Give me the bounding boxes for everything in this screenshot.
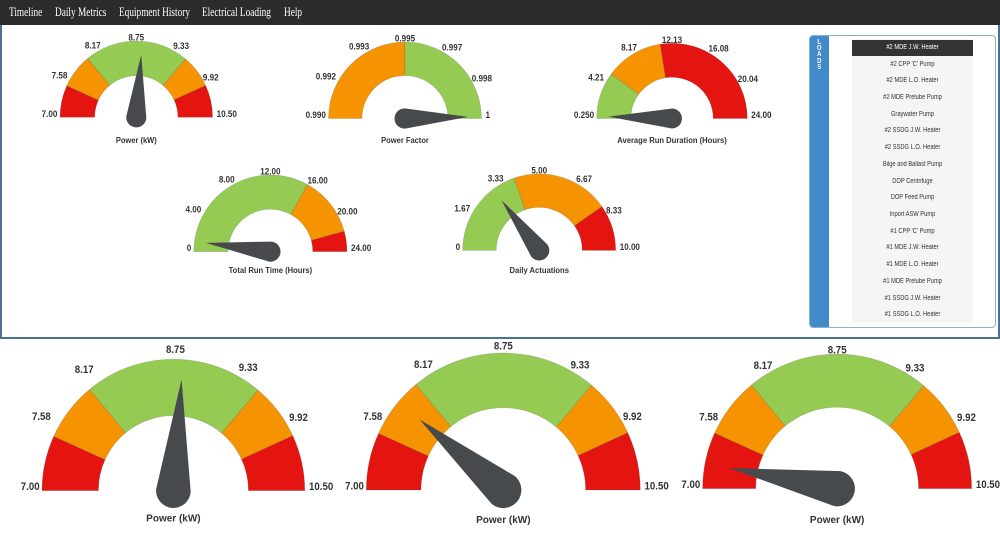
svg-text:0.992: 0.992 — [316, 71, 336, 82]
svg-text:7.58: 7.58 — [52, 70, 68, 81]
svg-text:8.17: 8.17 — [75, 365, 94, 377]
svg-text:3.33: 3.33 — [488, 173, 504, 184]
svg-text:8.33: 8.33 — [606, 205, 622, 216]
svg-text:24.00: 24.00 — [751, 110, 771, 121]
svg-text:20.00: 20.00 — [337, 206, 357, 217]
svg-text:8.75: 8.75 — [494, 341, 513, 353]
svg-text:7.58: 7.58 — [699, 412, 718, 424]
svg-text:9.92: 9.92 — [623, 412, 642, 424]
svg-text:9.33: 9.33 — [571, 360, 590, 372]
svg-text:1: 1 — [486, 110, 491, 121]
svg-text:9.33: 9.33 — [239, 362, 258, 374]
svg-text:12.13: 12.13 — [662, 34, 682, 45]
svg-text:7.58: 7.58 — [32, 411, 51, 423]
svg-text:7.58: 7.58 — [363, 411, 382, 423]
svg-text:8.75: 8.75 — [166, 344, 185, 356]
svg-text:10.00: 10.00 — [620, 242, 640, 253]
svg-text:8.17: 8.17 — [621, 42, 637, 53]
svg-text:10.50: 10.50 — [217, 108, 237, 119]
svg-text:Total Run Time (Hours): Total Run Time (Hours) — [229, 266, 313, 275]
svg-text:8.17: 8.17 — [414, 360, 433, 372]
svg-text:Power (kW): Power (kW) — [116, 136, 157, 145]
svg-text:5.00: 5.00 — [531, 165, 547, 176]
svg-text:0.995: 0.995 — [395, 33, 415, 44]
svg-text:8.75: 8.75 — [828, 345, 847, 357]
svg-text:20.04: 20.04 — [738, 74, 758, 85]
svg-text:9.33: 9.33 — [906, 363, 925, 375]
svg-text:Power Factor: Power Factor — [381, 136, 429, 145]
svg-text:0.990: 0.990 — [306, 110, 326, 121]
svg-text:7.00: 7.00 — [42, 108, 58, 119]
svg-text:0: 0 — [456, 242, 461, 253]
svg-text:16.00: 16.00 — [308, 175, 328, 186]
svg-text:1.67: 1.67 — [454, 203, 470, 214]
svg-text:Power (kW): Power (kW) — [810, 515, 864, 526]
svg-text:9.92: 9.92 — [289, 413, 308, 425]
svg-text:7.00: 7.00 — [345, 481, 364, 493]
svg-text:Power (kW): Power (kW) — [146, 514, 200, 525]
svg-text:9.92: 9.92 — [203, 72, 219, 83]
svg-text:Power (kW): Power (kW) — [476, 515, 530, 526]
svg-text:10.50: 10.50 — [309, 482, 333, 494]
svg-text:8.75: 8.75 — [128, 32, 144, 43]
svg-text:24.00: 24.00 — [351, 243, 371, 254]
svg-text:7.00: 7.00 — [681, 480, 700, 492]
svg-text:10.50: 10.50 — [976, 480, 1000, 492]
svg-text:0.998: 0.998 — [472, 73, 492, 84]
svg-text:0.993: 0.993 — [349, 41, 369, 52]
svg-text:4.00: 4.00 — [186, 204, 202, 215]
svg-text:9.92: 9.92 — [957, 413, 976, 425]
svg-text:16.08: 16.08 — [708, 43, 728, 54]
svg-text:10.50: 10.50 — [645, 481, 669, 493]
svg-text:4.21: 4.21 — [588, 72, 604, 83]
svg-text:Daily Actuations: Daily Actuations — [509, 266, 569, 275]
svg-text:9.33: 9.33 — [173, 41, 189, 52]
svg-text:7.00: 7.00 — [21, 482, 40, 494]
svg-text:0: 0 — [187, 243, 192, 254]
svg-text:Average Run Duration (Hours): Average Run Duration (Hours) — [617, 136, 727, 145]
svg-text:12.00: 12.00 — [260, 166, 280, 177]
svg-text:0.997: 0.997 — [442, 42, 462, 53]
svg-text:8.00: 8.00 — [219, 174, 235, 185]
svg-text:6.67: 6.67 — [576, 174, 592, 185]
svg-text:0.250: 0.250 — [574, 110, 594, 121]
svg-text:8.17: 8.17 — [754, 361, 773, 373]
svg-text:8.17: 8.17 — [85, 40, 101, 51]
